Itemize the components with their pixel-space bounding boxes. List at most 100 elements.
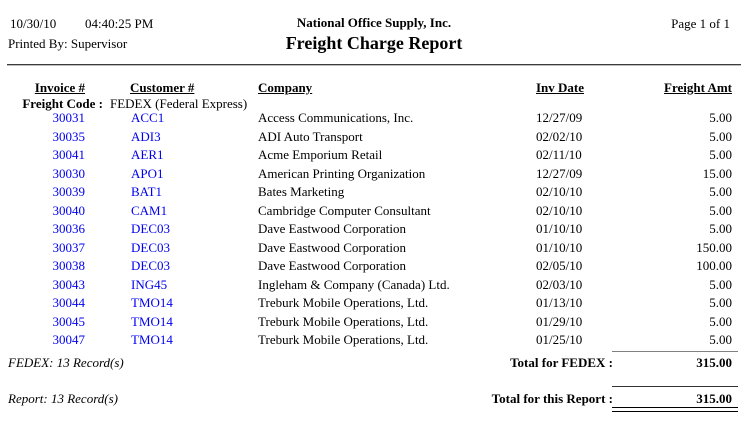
company-cell: Acme Emporium Retail (258, 147, 383, 162)
customer-link[interactable]: ING45 (131, 276, 168, 292)
freight-code-label: Freight Code : (22, 96, 103, 111)
inv-date-cell: 01/10/10 (536, 221, 583, 236)
column-header-company: Company (258, 80, 313, 95)
group-total-label: Total for FEDEX : (510, 355, 613, 370)
column-header-invoice: Invoice # (34, 80, 85, 95)
table-row: 30036 DEC03 Dave Eastwood Corporation 01/10… (0, 220, 748, 239)
company-cell: American Printing Organization (258, 165, 426, 181)
customer-link[interactable]: TMO14 (131, 332, 173, 347)
company-cell: Treburk Mobile Operations, Ltd. (258, 313, 429, 329)
inv-date-cell: 02/10/10 (536, 202, 583, 218)
customer-link[interactable]: TMO14 (131, 313, 173, 329)
report-record-count: Report: 13 Record(s) (8, 391, 118, 406)
print-date: 10/30/10 (10, 16, 57, 31)
table-row: 30038 DEC03 Dave Eastwood Corporation 02/05… (0, 257, 748, 276)
inv-date-cell: 01/25/10 (536, 332, 583, 347)
table-row: 30031 ACC1 Access Communications, Inc. 12/2… (0, 109, 748, 128)
freight-amt-cell: 5.00 (709, 147, 732, 162)
invoice-link[interactable]: 30030 (52, 165, 86, 181)
customer-link[interactable]: DEC03 (131, 221, 170, 236)
company-cell: Dave Eastwood Corporation (258, 221, 407, 236)
invoice-link[interactable]: 30041 (52, 147, 86, 162)
freight-amt-cell: 150.00 (696, 239, 732, 255)
inv-date-cell: 01/29/10 (536, 313, 583, 329)
inv-date-cell: 12/27/09 (536, 165, 583, 181)
report-total-value: 315.00 (696, 391, 732, 406)
customer-link[interactable]: APO1 (131, 165, 164, 181)
report-total-double-rule (612, 407, 738, 412)
company-cell: ADI Auto Transport (258, 128, 363, 144)
group-total-rule (612, 351, 738, 352)
invoice-link[interactable]: 30035 (52, 128, 86, 144)
invoice-link[interactable]: 30043 (52, 276, 86, 292)
column-header-inv-date: Inv Date (536, 80, 585, 95)
freight-amt-cell: 5.00 (709, 295, 732, 310)
freight-amt-cell: 15.00 (702, 165, 732, 181)
inv-date-cell: 02/05/10 (536, 258, 583, 273)
table-row: 30040 CAM1 Cambridge Computer Consultant 02… (0, 202, 748, 221)
group-total-value: 315.00 (696, 355, 732, 370)
customer-link[interactable]: BAT1 (131, 184, 163, 199)
freight-amt-cell: 5.00 (709, 128, 732, 144)
freight-code-value: FEDEX (Federal Express) (110, 96, 248, 111)
freight-amt-cell: 5.00 (709, 332, 732, 347)
table-rows: 30031 ACC1 Access Communications, Inc. 12/2… (0, 109, 748, 350)
company-cell: Bates Marketing (258, 184, 345, 199)
column-header-freight-amt: Freight Amt (664, 80, 732, 95)
inv-date-cell: 02/11/10 (536, 147, 582, 162)
inv-date-cell: 02/02/10 (536, 128, 583, 144)
invoice-link[interactable]: 30031 (52, 110, 86, 125)
company-cell: Dave Eastwood Corporation (258, 239, 407, 255)
company-cell: Treburk Mobile Operations, Ltd. (258, 295, 429, 310)
customer-link[interactable]: DEC03 (131, 258, 170, 273)
table-row: 30030 APO1 American Printing Organization 1… (0, 165, 748, 184)
company-cell: Ingleham & Company (Canada) Ltd. (258, 276, 450, 292)
customer-link[interactable]: TMO14 (131, 295, 173, 310)
company-cell: Access Communications, Inc. (258, 110, 414, 125)
table-row: 30037 DEC03 Dave Eastwood Corporation 01/10… (0, 239, 748, 258)
freight-amt-cell: 5.00 (709, 221, 732, 236)
print-time: 04:40:25 PM (85, 16, 154, 31)
report-total-rule (612, 386, 738, 387)
table-row: 30044 TMO14 Treburk Mobile Operations, Ltd… (0, 294, 748, 313)
report-total-label: Total for this Report : (491, 391, 613, 406)
company-cell: Dave Eastwood Corporation (258, 258, 407, 273)
invoice-link[interactable]: 30036 (52, 221, 86, 236)
inv-date-cell: 02/03/10 (536, 276, 583, 292)
header-divider (7, 64, 741, 66)
freight-amt-cell: 5.00 (709, 110, 732, 125)
inv-date-cell: 02/10/10 (536, 184, 583, 199)
table-row: 30043 ING45 Ingleham & Company (Canada) Lt… (0, 276, 748, 295)
freight-amt-cell: 5.00 (709, 313, 732, 329)
group-record-count: FEDEX: 13 Record(s) (8, 355, 124, 370)
customer-link[interactable]: AER1 (131, 147, 164, 162)
invoice-link[interactable]: 30038 (52, 258, 86, 273)
inv-date-cell: 01/10/10 (536, 239, 583, 255)
customer-link[interactable]: CAM1 (131, 202, 168, 218)
table-row: 30047 TMO14 Treburk Mobile Operations, Ltd… (0, 331, 748, 350)
freight-amt-cell: 5.00 (709, 184, 732, 199)
table-row: 30035 ADI3 ADI Auto Transport 02/02/10 5.00 (0, 128, 748, 147)
freight-amt-cell: 100.00 (696, 258, 732, 273)
invoice-link[interactable]: 30045 (52, 313, 86, 329)
page-number: Page 1 of 1 (671, 16, 730, 31)
invoice-link[interactable]: 30037 (52, 239, 86, 255)
inv-date-cell: 01/13/10 (536, 295, 583, 310)
invoice-link[interactable]: 30040 (52, 202, 86, 218)
table-row: 30039 BAT1 Bates Marketing 02/10/10 5.00 (0, 183, 748, 202)
company-title: National Office Supply, Inc. (296, 15, 452, 30)
invoice-link[interactable]: 30047 (52, 332, 86, 347)
freight-amt-cell: 5.00 (709, 276, 732, 292)
invoice-link[interactable]: 30044 (52, 295, 86, 310)
invoice-link[interactable]: 30039 (52, 184, 86, 199)
company-cell: Treburk Mobile Operations, Ltd. (258, 332, 429, 347)
page-title: Freight Charge Report (285, 33, 463, 53)
printed-by: Printed By: Supervisor (8, 36, 128, 51)
inv-date-cell: 12/27/09 (536, 110, 583, 125)
customer-link[interactable]: DEC03 (131, 239, 170, 255)
table-row: 30041 AER1 Acme Emporium Retail 02/11/10 5.0… (0, 146, 748, 165)
customer-link[interactable]: ADI3 (131, 128, 161, 144)
table-row: 30045 TMO14 Treburk Mobile Operations, Ltd… (0, 313, 748, 332)
customer-link[interactable]: ACC1 (131, 110, 165, 125)
